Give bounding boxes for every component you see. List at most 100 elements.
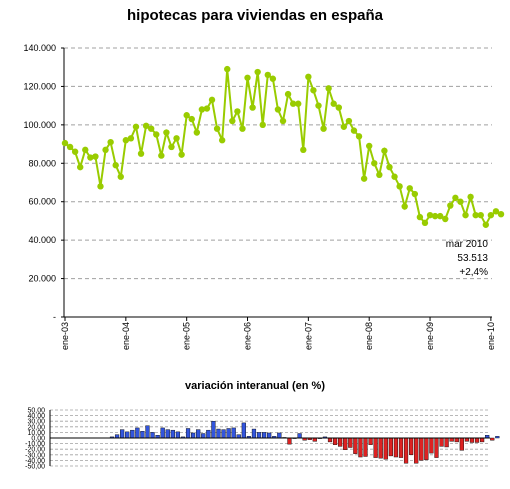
data-point bbox=[183, 112, 190, 119]
main-x-tick-label: ene-04 bbox=[121, 322, 131, 350]
main-y-tick-label: 60.000 bbox=[28, 197, 56, 207]
variation-bar bbox=[403, 437, 409, 464]
data-point bbox=[330, 100, 337, 107]
variation-bar bbox=[449, 437, 454, 442]
data-point bbox=[163, 129, 170, 136]
variation-bar bbox=[409, 437, 414, 455]
variation-bar bbox=[469, 437, 475, 443]
data-point bbox=[391, 173, 398, 180]
data-point bbox=[462, 211, 469, 219]
last-value-annotation: +2,4% bbox=[459, 267, 488, 278]
data-point bbox=[269, 75, 277, 82]
variation-bar bbox=[170, 429, 175, 439]
data-point bbox=[492, 208, 500, 215]
main-y-tick-label: - bbox=[53, 312, 56, 322]
variation-bar bbox=[140, 431, 145, 439]
variation-bar bbox=[196, 429, 201, 439]
data-point bbox=[244, 74, 251, 81]
data-point bbox=[193, 129, 201, 136]
data-point bbox=[122, 137, 130, 144]
variation-bar bbox=[343, 437, 348, 450]
sub-y-tick-label: 30,00 bbox=[27, 419, 45, 426]
data-point bbox=[153, 131, 160, 138]
variation-bar bbox=[429, 437, 434, 454]
variation-bar bbox=[454, 437, 459, 443]
variation-bar bbox=[312, 437, 317, 442]
variation-bar bbox=[332, 437, 338, 445]
variation-bar bbox=[241, 422, 246, 439]
data-point bbox=[112, 162, 119, 169]
variation-bar bbox=[206, 429, 211, 439]
variation-bar bbox=[201, 433, 206, 439]
variation-bar bbox=[459, 437, 464, 451]
data-point bbox=[234, 108, 241, 115]
data-point bbox=[447, 202, 454, 209]
main-x-tick-label: ene-09 bbox=[425, 322, 435, 350]
sub-y-tick-label: -40,00 bbox=[25, 458, 45, 465]
data-point bbox=[61, 139, 69, 147]
main-x-tick-label: ene-06 bbox=[243, 322, 253, 350]
data-point bbox=[77, 163, 84, 171]
data-point bbox=[315, 102, 322, 109]
variation-bar bbox=[216, 428, 221, 439]
main-y-tick-label: 40.000 bbox=[28, 235, 56, 245]
main-x-tick-label: ene-08 bbox=[364, 322, 374, 350]
main-x-tick-label: ene-03 bbox=[60, 322, 70, 350]
sub-y-tick-label: 40,00 bbox=[27, 413, 45, 420]
data-point bbox=[142, 122, 150, 130]
data-point bbox=[406, 185, 413, 192]
variation-bar bbox=[135, 427, 140, 439]
data-point bbox=[178, 151, 185, 158]
variation-bar bbox=[490, 437, 495, 441]
variation-bar bbox=[287, 437, 292, 445]
variation-bar bbox=[373, 437, 378, 458]
variation-bar bbox=[165, 429, 170, 439]
data-point bbox=[127, 135, 135, 142]
main-y-tick-label: 140.000 bbox=[23, 43, 56, 53]
variation-bar bbox=[114, 434, 120, 439]
variation-bar bbox=[383, 437, 388, 460]
data-point bbox=[381, 147, 388, 154]
data-point bbox=[264, 71, 271, 79]
variation-bar bbox=[211, 421, 216, 439]
variation-bar bbox=[363, 437, 368, 457]
variation-bar bbox=[185, 428, 191, 439]
variation-bar bbox=[419, 437, 424, 461]
data-point bbox=[132, 123, 140, 130]
data-point bbox=[376, 171, 383, 179]
variation-bar bbox=[277, 432, 282, 439]
variation-bar bbox=[236, 434, 241, 439]
data-point bbox=[487, 211, 495, 219]
data-point bbox=[386, 163, 393, 171]
data-point bbox=[295, 100, 302, 107]
sub-y-tick-label: 10,00 bbox=[27, 430, 45, 437]
variation-bar bbox=[145, 425, 150, 439]
variation-bar bbox=[414, 437, 419, 464]
variation-bar bbox=[393, 437, 399, 458]
data-point bbox=[107, 138, 114, 146]
data-point bbox=[396, 183, 403, 190]
variation-bar bbox=[358, 437, 363, 458]
data-point bbox=[203, 105, 211, 112]
data-point bbox=[87, 154, 94, 161]
variation-bar bbox=[327, 437, 333, 443]
main-x-tick-label: ene-10 bbox=[486, 322, 496, 350]
variation-bar bbox=[434, 437, 439, 458]
variation-bar bbox=[297, 433, 302, 439]
data-point bbox=[279, 117, 287, 125]
variation-bar bbox=[125, 431, 130, 439]
data-point bbox=[467, 193, 474, 201]
variation-bar bbox=[378, 437, 383, 459]
data-point bbox=[66, 143, 74, 151]
data-point bbox=[310, 87, 317, 94]
data-point bbox=[92, 153, 99, 160]
sub-y-tick-label: -30,00 bbox=[25, 452, 45, 459]
data-point bbox=[213, 125, 221, 132]
variation-bar bbox=[231, 427, 236, 439]
data-point bbox=[254, 68, 261, 76]
variation-bar bbox=[368, 437, 373, 445]
main-y-tick-label: 120.000 bbox=[23, 81, 56, 91]
data-point bbox=[482, 221, 490, 228]
variation-bar bbox=[160, 427, 165, 439]
data-point bbox=[147, 125, 155, 132]
